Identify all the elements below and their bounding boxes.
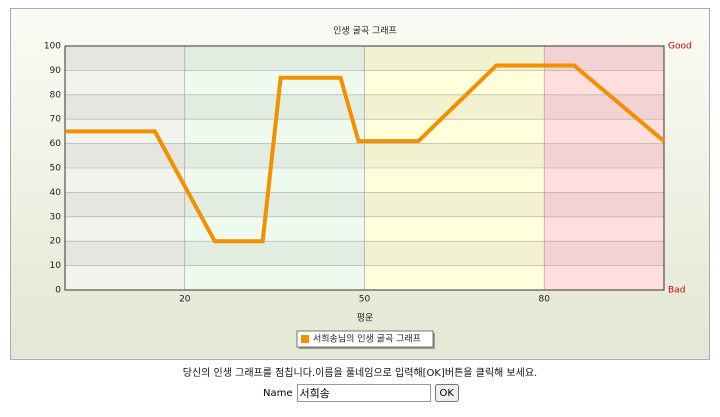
y-tick-label: 40 <box>50 188 62 198</box>
x-tick-label: 80 <box>538 295 550 305</box>
x-tick-label: 50 <box>359 295 371 305</box>
y2-tick-label: Good <box>668 42 692 52</box>
legend-box <box>296 330 434 348</box>
plot-frame <box>64 45 665 291</box>
y-tick-label: 60 <box>50 139 62 149</box>
series-line <box>65 63 666 244</box>
y-tick-label: 90 <box>50 66 62 76</box>
y-tick-label: 10 <box>50 261 62 271</box>
y-tick-label: 50 <box>50 164 62 174</box>
y-tick-label: 80 <box>50 90 62 100</box>
y-tick-label: 30 <box>50 212 62 222</box>
name-form: Name OK <box>263 384 459 402</box>
instructions: 당신의 인생 그래프를 점칩니다.이름을 풀네임으로 입력해[OK]버튼을 클릭… <box>182 368 538 379</box>
legend-label: 서희송님의 인생 굴곡 그래프 <box>313 333 421 345</box>
legend-swatch <box>301 335 309 343</box>
name-input[interactable] <box>296 384 431 402</box>
ok-button[interactable]: OK <box>434 384 459 402</box>
chart-title: 인생 굴곡 그래프 <box>333 26 397 37</box>
chart: 인생 굴곡 그래프 평운 0 10 20 30 40 50 60 70 80 90 100 20 50 8… <box>44 26 692 349</box>
y-tick-label: 100 <box>44 42 61 52</box>
y-tick-label: 20 <box>50 237 62 247</box>
x-tick-label: 20 <box>179 295 191 305</box>
y-tick-label: 70 <box>50 115 62 125</box>
y-tick-label: 0 <box>55 286 61 296</box>
name-label: Name <box>263 387 293 399</box>
y2-tick-label: Bad <box>668 286 685 296</box>
x-axis-label: 평운 <box>357 313 374 324</box>
